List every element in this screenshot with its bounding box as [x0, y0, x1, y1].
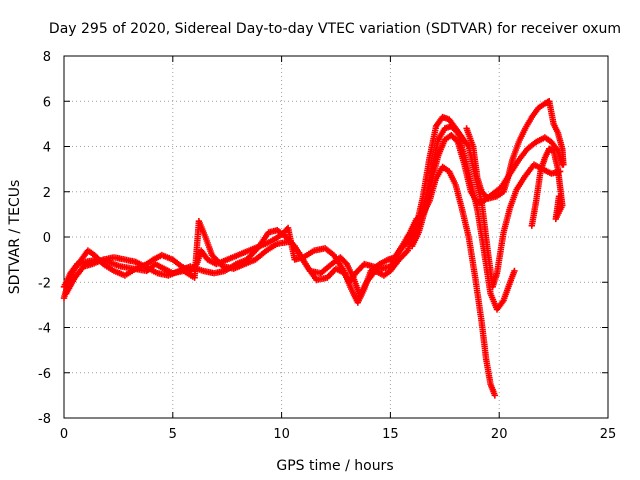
- y-tick-label: 2: [43, 186, 51, 201]
- x-axis-label: GPS time / hours: [276, 458, 393, 474]
- series-track-d: [409, 132, 566, 250]
- x-tick-label: 5: [169, 427, 177, 442]
- data-point-marker: [560, 161, 567, 168]
- y-tick-label: -8: [38, 412, 51, 427]
- data-point-marker: [555, 193, 563, 200]
- series-track-a: [60, 122, 518, 313]
- y-axis-label: SDTVAR / TECUs: [7, 180, 23, 295]
- series-track-e: [463, 98, 567, 202]
- data-point-marker: [511, 267, 518, 275]
- y-tick-label: 8: [43, 50, 51, 65]
- x-tick-label: 15: [382, 427, 399, 442]
- y-tick-label: -2: [38, 276, 51, 291]
- grid-lines: [64, 56, 608, 418]
- x-tick-label: 0: [60, 427, 68, 442]
- data-point-marker: [491, 392, 499, 399]
- y-tick-label: -4: [38, 322, 51, 337]
- series-track-c: [63, 163, 499, 399]
- x-tick-label: 10: [273, 427, 290, 442]
- y-tick-label: 0: [43, 231, 51, 246]
- x-tick-label: 25: [600, 427, 617, 442]
- y-tick-label: 6: [43, 95, 51, 110]
- x-tick-label: 20: [491, 427, 508, 442]
- y-tick-label: 4: [43, 141, 51, 156]
- y-tick-labels: -8 -6 -4 -2 0 2 4 6 8: [38, 50, 51, 427]
- chart-title: Day 295 of 2020, Sidereal Day-to-day VTE…: [49, 21, 621, 37]
- data-point-marker: [342, 259, 349, 266]
- x-tick-labels: 0 5 10 15 20 25: [60, 427, 616, 442]
- y-tick-label: -6: [38, 367, 51, 382]
- series-track-f: [528, 145, 566, 229]
- data-markers: [60, 98, 567, 399]
